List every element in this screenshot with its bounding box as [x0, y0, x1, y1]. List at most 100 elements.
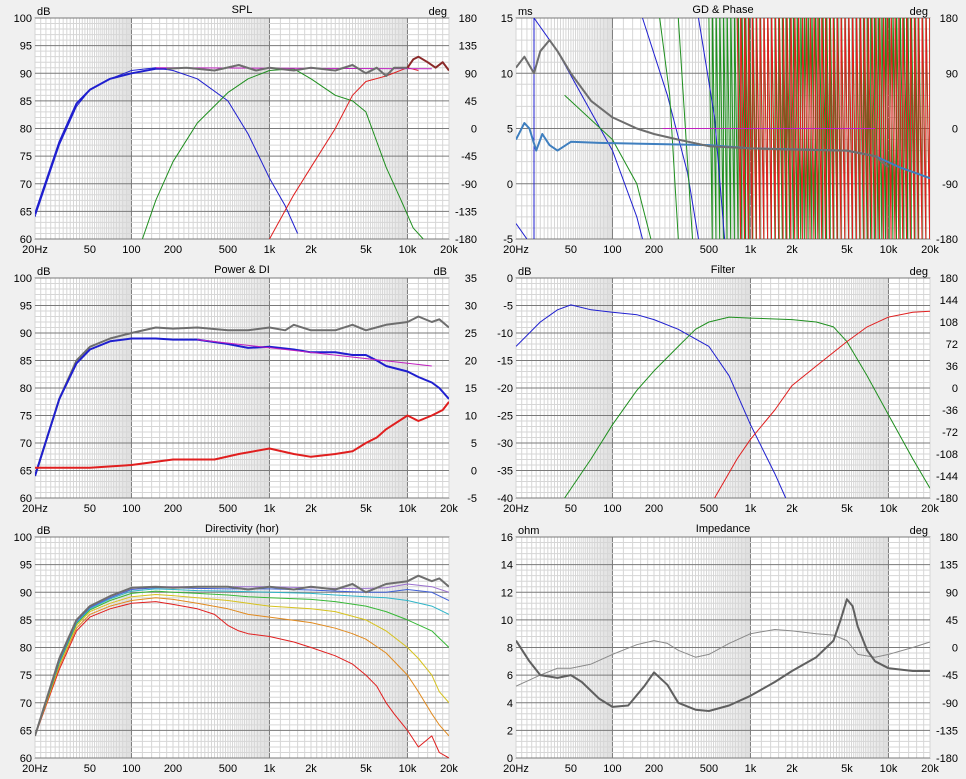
- y-tick-label: 2: [507, 725, 513, 737]
- chart-title: GD & Phase: [692, 4, 753, 16]
- x-tick-label: 100: [603, 244, 621, 256]
- y-tick-label: -5: [503, 234, 513, 246]
- y2-tick-label: 180: [940, 13, 958, 25]
- y2-tick-label: 0: [471, 124, 477, 136]
- y2-tick-label: -45: [461, 151, 477, 163]
- x-tick-label: 200: [164, 763, 182, 775]
- x-tick-label: 20Hz: [503, 503, 529, 515]
- y-tick-label: -40: [497, 493, 513, 505]
- series-line-3: [197, 339, 432, 367]
- x-tick-label: 10k: [399, 244, 417, 256]
- x-tick-label: 20k: [921, 503, 939, 515]
- chart-gd: GD & Phase ms deg -5 0 5 10 15 -180 -90 0 90 180 20Hz…: [501, 4, 958, 256]
- plot-content: [35, 315, 449, 477]
- y2-tick-label: -180: [936, 493, 958, 505]
- x-tick-label: 20Hz: [22, 503, 48, 515]
- y-tick-label: 60: [20, 753, 32, 765]
- x-tick-label: 1k: [745, 503, 757, 515]
- chart-power: Power & DI dB dB 60 65 70 75 80 85 90 95 100 -5 0 5 10 1…: [14, 264, 477, 515]
- y2-tick-label: -180: [936, 234, 958, 246]
- x-tick-label: 500: [219, 763, 237, 775]
- y-tick-label: 15: [501, 13, 513, 25]
- y-tick-label: 95: [20, 41, 32, 53]
- series-line-1: [564, 316, 930, 498]
- left-unit-label: dB: [37, 6, 50, 18]
- series-line-5: [35, 587, 449, 737]
- x-tick-label: 20k: [921, 244, 939, 256]
- grid: [34, 17, 450, 240]
- x-tick-label: 20k: [921, 763, 939, 775]
- y2-tick-label: 135: [459, 41, 477, 53]
- y2-tick-label: -72: [942, 427, 958, 439]
- chart-title: SPL: [232, 4, 253, 16]
- right-unit-label: dB: [434, 266, 447, 278]
- y-tick-label: 5: [507, 124, 513, 136]
- x-tick-label: 200: [645, 763, 663, 775]
- y-tick-label: 85: [20, 96, 32, 108]
- y2-tick-label: 0: [952, 643, 958, 655]
- series-line-7: [35, 574, 449, 737]
- left-unit-label: dB: [37, 266, 50, 278]
- y-tick-label: 10: [501, 68, 513, 80]
- y2-tick-label: -36: [942, 405, 958, 417]
- x-tick-label: 5k: [360, 244, 372, 256]
- y2-tick-label: 10: [465, 411, 477, 423]
- right-unit-label: deg: [910, 266, 928, 278]
- y-tick-label: 80: [20, 383, 32, 395]
- y-tick-label: -15: [497, 356, 513, 368]
- x-tick-label: 50: [84, 763, 96, 775]
- series-line-2: [714, 310, 930, 498]
- series-line-2: [141, 68, 424, 239]
- y2-tick-label: 45: [465, 96, 477, 108]
- x-tick-label: 100: [603, 503, 621, 515]
- y2-tick-label: 72: [946, 339, 958, 351]
- x-tick-label: 50: [84, 244, 96, 256]
- y-tick-label: 80: [20, 643, 32, 655]
- y2-tick-label: 180: [940, 532, 958, 544]
- y-tick-label: 85: [20, 356, 32, 368]
- series-line-4: [35, 588, 449, 737]
- y2-tick-label: -135: [455, 206, 477, 218]
- y2-tick-label: -90: [461, 179, 477, 191]
- y-tick-label: -25: [497, 411, 513, 423]
- x-tick-label: 500: [700, 763, 718, 775]
- chart-title: Power & DI: [214, 264, 270, 276]
- y-tick-label: 100: [14, 532, 32, 544]
- y-tick-label: -35: [497, 466, 513, 478]
- chart-title: Filter: [711, 264, 736, 276]
- x-tick-label: 200: [164, 503, 182, 515]
- series-line-9: [516, 39, 890, 168]
- plot-content: [516, 304, 930, 498]
- y-tick-label: 65: [20, 466, 32, 478]
- y2-tick-label: 0: [952, 383, 958, 395]
- y-tick-label: -20: [497, 383, 513, 395]
- series-line-0: [516, 304, 787, 498]
- x-tick-label: 1k: [264, 763, 276, 775]
- y-tick-label: 75: [20, 411, 32, 423]
- grid: [34, 277, 450, 499]
- chart-imp: Impedance ohm deg 0 2 4 6 8 10 12 14 16 -180 -135 -90 -…: [501, 523, 958, 775]
- y2-tick-label: -180: [936, 753, 958, 765]
- chart-spl: SPL dB deg 60 65 70 75 80 85 90 95 100 -180 -135 -90 -4…: [14, 4, 477, 256]
- x-tick-label: 20Hz: [503, 763, 529, 775]
- y2-tick-label: 108: [940, 317, 958, 329]
- x-tick-label: 2k: [305, 503, 317, 515]
- grid: [515, 277, 931, 499]
- y-tick-label: 0: [507, 179, 513, 191]
- x-tick-label: 10k: [880, 763, 898, 775]
- y-tick-label: 90: [20, 587, 32, 599]
- x-tick-label: 200: [645, 244, 663, 256]
- y-tick-label: 70: [20, 438, 32, 450]
- y-tick-label: -30: [497, 438, 513, 450]
- x-tick-label: 500: [700, 244, 718, 256]
- x-tick-label: 10k: [399, 503, 417, 515]
- series-line-0: [35, 315, 449, 477]
- y2-tick-label: 36: [946, 361, 958, 373]
- x-tick-label: 50: [565, 244, 577, 256]
- series-line-1: [35, 67, 167, 215]
- chart-dir: Directivity (hor) dB 60 65 70 75 80 85 90 95 100 20…: [14, 523, 459, 775]
- y-tick-label: 16: [501, 532, 513, 544]
- y2-tick-label: 0: [952, 124, 958, 136]
- x-tick-label: 100: [122, 244, 140, 256]
